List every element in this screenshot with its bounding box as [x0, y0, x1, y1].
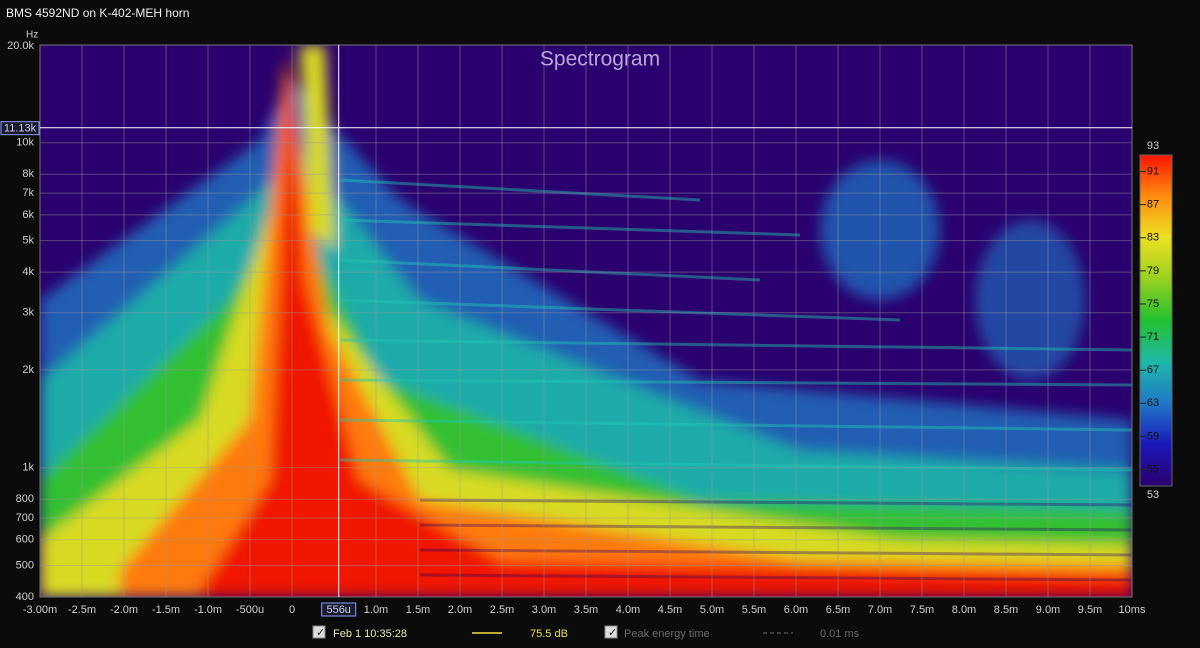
cursor-x-label: 556u — [326, 604, 350, 616]
y-tick-label: 700 — [16, 512, 34, 524]
x-tick-label: -1.5m — [152, 604, 180, 616]
colorbar-tick-label: 75 — [1147, 298, 1159, 310]
colorbar-tick-label: 87 — [1147, 199, 1159, 211]
y-tick-label: 500 — [16, 559, 34, 571]
x-tick-label: 10ms — [1119, 604, 1146, 616]
x-tick-label: 5.0m — [700, 604, 724, 616]
y-tick-label: 6k — [22, 209, 34, 221]
colorbar-tick-label: 71 — [1147, 331, 1159, 343]
x-tick-label: 8.5m — [994, 604, 1018, 616]
x-tick-label: -3.00m — [23, 604, 57, 616]
colorbar-tick-label: 53 — [1147, 489, 1159, 501]
cursor-y-box — [0, 121, 40, 136]
x-tick-label: 2.5m — [490, 604, 514, 616]
cursor-x-box — [321, 602, 357, 617]
x-tick-label: 9.0m — [1036, 604, 1060, 616]
colorbar-tick-label: 83 — [1147, 232, 1159, 244]
legend-overlay-label: Peak energy time — [624, 628, 710, 640]
y-tick-label: 3k — [22, 307, 34, 319]
x-tick-label: -2.5m — [68, 604, 96, 616]
checkbox[interactable] — [604, 625, 618, 639]
colorbar-tick-label: 55 — [1147, 463, 1159, 475]
x-tick-label: 4.0m — [616, 604, 640, 616]
x-tick-label: 7.5m — [910, 604, 934, 616]
colorbar-tick-label: 91 — [1147, 165, 1159, 177]
y-tick-label: 800 — [16, 493, 34, 505]
colorbar-tick-label: 93 — [1147, 140, 1159, 152]
y-tick-label: 7k — [22, 187, 34, 199]
cursor-y-label: 11.13k — [4, 123, 37, 135]
y-tick-label: 4k — [22, 266, 34, 278]
x-tick-label: 3.5m — [574, 604, 598, 616]
x-tick-label: -1.0m — [194, 604, 222, 616]
y-tick-label: 2k — [22, 364, 34, 376]
legend-trace-label: Feb 1 10:35:28 — [333, 628, 407, 640]
x-tick-label: 5.5m — [742, 604, 766, 616]
heatmap — [40, 45, 1132, 597]
y-tick-label: 1k — [22, 462, 34, 474]
colorbar-tick-label: 79 — [1147, 265, 1159, 277]
window-title: BMS 4592ND on K-402-MEH horn — [6, 6, 189, 20]
x-tick-label: -2.0m — [110, 604, 138, 616]
x-tick-label: 1.5m — [406, 604, 430, 616]
x-tick-label: 2.0m — [448, 604, 472, 616]
plot-title: Spectrogram — [540, 48, 660, 71]
x-tick-label: 4.5m — [658, 604, 682, 616]
y-tick-label: 20.0k — [7, 40, 34, 52]
x-tick-label: 0 — [289, 604, 295, 616]
y-tick-label: 600 — [16, 534, 34, 546]
x-tick-label: 3.0m — [532, 604, 556, 616]
y-axis-label: Hz — [26, 30, 38, 41]
x-tick-label: 9.5m — [1078, 604, 1102, 616]
legend-trace-value: 75.5 dB — [530, 628, 568, 640]
colorbar-tick-label: 67 — [1147, 364, 1159, 376]
legend-overlay-value: 0.01 ms — [820, 628, 860, 640]
y-tick-label: 10k — [16, 137, 34, 149]
x-tick-label: -500u — [236, 604, 264, 616]
colorbar-tick-label: 63 — [1147, 397, 1159, 409]
y-tick-label: 8k — [22, 168, 34, 180]
x-tick-label: 6.0m — [784, 604, 808, 616]
colorbar — [1139, 154, 1173, 487]
plot-frame — [39, 44, 1133, 598]
y-tick-label: 5k — [22, 235, 34, 247]
check-mark: ✓ — [608, 627, 617, 639]
x-tick-label: 7.0m — [868, 604, 892, 616]
check-mark: ✓ — [316, 627, 325, 639]
x-tick-label: 6.5m — [826, 604, 850, 616]
colorbar-tick-label: 59 — [1147, 430, 1159, 442]
x-tick-label: 1.0m — [364, 604, 388, 616]
x-tick-label: 8.0m — [952, 604, 976, 616]
y-tick-label: 400 — [16, 591, 34, 603]
checkbox[interactable] — [312, 625, 326, 639]
